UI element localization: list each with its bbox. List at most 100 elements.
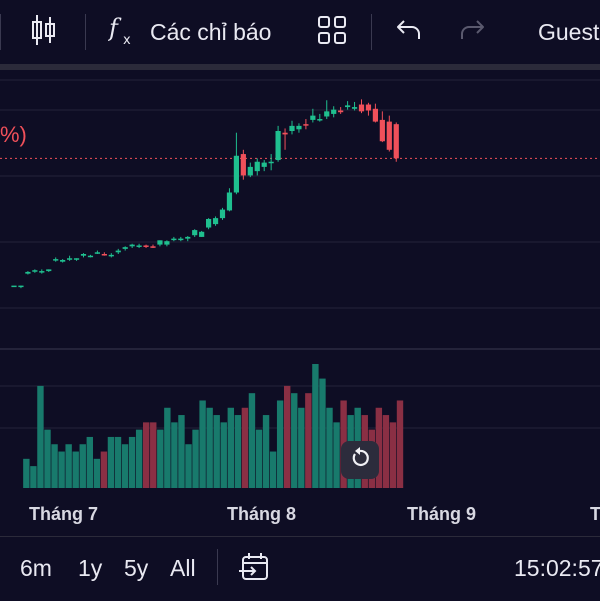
volume-bar	[72, 451, 79, 488]
candle-body	[393, 124, 399, 159]
grid-layout-icon	[317, 15, 347, 50]
candle-body	[157, 240, 163, 245]
candle-body	[11, 285, 17, 288]
candle-body	[122, 247, 128, 249]
candle-body	[240, 154, 246, 176]
candle-body	[171, 238, 177, 241]
candle-body	[53, 259, 59, 261]
volume-bar	[298, 407, 305, 488]
volume-bar	[269, 451, 277, 488]
volume-bar	[213, 415, 220, 488]
volume-bar	[157, 429, 164, 488]
calendar-arrow-icon	[238, 553, 272, 589]
candle-body	[338, 110, 344, 113]
candle-body	[254, 161, 260, 172]
candlestick-icon	[30, 12, 58, 53]
candle-body	[32, 270, 38, 272]
volume-bar	[65, 444, 72, 488]
bottom-bar: 6m 1y 5y All 15:02:57	[0, 536, 600, 601]
volume-bar	[93, 458, 101, 488]
toolbar-divider	[0, 14, 1, 50]
candle-body	[18, 285, 24, 288]
toolbar-divider	[85, 14, 86, 50]
candle-body	[345, 105, 351, 108]
candle-body	[317, 119, 323, 121]
candle-body	[296, 125, 302, 130]
reset-chart-button[interactable]	[341, 441, 379, 479]
candle-body	[324, 111, 330, 117]
volume-bar	[164, 407, 171, 488]
reset-icon	[348, 446, 372, 475]
x-axis-label-september: Tháng 9	[407, 504, 477, 524]
candle-body	[379, 119, 385, 142]
volume-bar	[107, 436, 115, 488]
volume-bar	[312, 364, 319, 488]
guest-label: Guest	[538, 18, 600, 45]
toolbar-underline	[0, 64, 600, 70]
candle-body	[46, 269, 52, 272]
candle-body	[233, 155, 239, 193]
volume-bar	[227, 407, 234, 488]
guest-account-button[interactable]: Guest	[538, 0, 599, 64]
candle-body	[372, 108, 378, 122]
candle-body	[386, 121, 392, 150]
volume-bar	[220, 422, 227, 488]
candle-body	[275, 131, 281, 161]
range-all-button[interactable]: All	[170, 555, 196, 581]
candle-body	[94, 252, 100, 254]
volume-bar	[291, 393, 298, 488]
volume-bar	[206, 407, 213, 488]
layout-button[interactable]	[317, 0, 347, 64]
volume-bar	[79, 444, 86, 488]
volume-bar	[143, 422, 150, 488]
candle-body	[226, 192, 233, 211]
chart-area[interactable]: %) Tháng 7 Tháng 8 Tháng 9 T	[0, 70, 600, 535]
volume-bar	[199, 400, 206, 488]
x-axis-label-next: T	[590, 504, 600, 524]
candle-body	[303, 124, 309, 126]
candle-body	[143, 245, 149, 247]
volume-bar	[396, 400, 404, 488]
candle-body	[268, 161, 274, 164]
volume-bar	[389, 422, 397, 488]
volume-bar	[333, 422, 340, 488]
price-volume-chart[interactable]	[0, 70, 600, 535]
candle-body	[101, 254, 107, 256]
redo-icon	[458, 17, 486, 48]
volume-bar	[171, 422, 178, 488]
candle-body	[212, 218, 219, 225]
volume-bar	[185, 444, 192, 488]
candle-body	[199, 231, 205, 237]
candle-body	[310, 115, 316, 120]
redo-button[interactable]	[458, 0, 486, 64]
volume-bar	[150, 422, 157, 488]
candle-body	[80, 254, 87, 256]
candle-body	[129, 244, 135, 247]
candle-body	[206, 218, 212, 228]
undo-button[interactable]	[395, 0, 423, 64]
volume-bar	[262, 415, 270, 488]
candle-body	[185, 236, 191, 239]
candle-body	[247, 166, 253, 176]
candle-body	[67, 258, 73, 260]
candle-body	[358, 104, 365, 112]
range-1y-button[interactable]: 1y	[78, 555, 103, 581]
candle-body	[178, 238, 184, 241]
toolbar-divider	[371, 14, 372, 50]
candle-body	[115, 250, 121, 253]
go-to-date-button[interactable]	[238, 551, 272, 590]
bottom-divider	[217, 549, 218, 585]
candlestick-style-button[interactable]	[30, 0, 58, 64]
indicators-label: Các chỉ báo	[150, 18, 272, 45]
candle-body	[219, 209, 226, 219]
indicators-button[interactable]: f x Các chỉ báo	[107, 0, 272, 64]
candle-body	[150, 246, 156, 248]
volume-bar	[121, 444, 129, 488]
candle-body	[282, 132, 288, 135]
range-5y-button[interactable]: 5y	[124, 555, 149, 581]
volume-bar	[128, 436, 136, 488]
range-6m-button[interactable]: 6m	[20, 555, 52, 581]
volume-bar	[100, 451, 108, 488]
volume-bar	[44, 429, 51, 488]
volume-bar	[276, 400, 284, 488]
